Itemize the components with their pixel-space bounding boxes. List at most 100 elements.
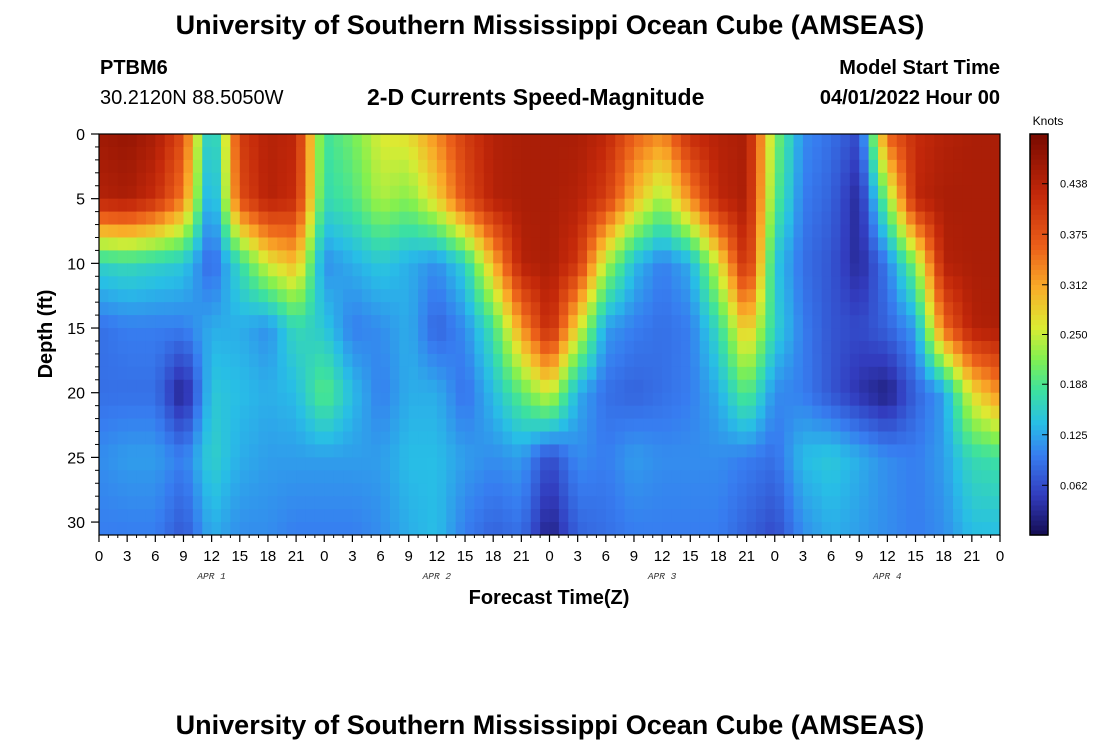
heatmap-cell [587, 340, 598, 355]
heatmap-cell [906, 159, 917, 174]
heatmap-cell [821, 315, 832, 329]
heatmap-cell [793, 496, 804, 510]
heatmap-cell [690, 237, 701, 252]
heatmap-cell [380, 470, 391, 484]
heatmap-cell [671, 405, 682, 420]
heatmap-cell [502, 470, 513, 484]
heatmap-cell [671, 470, 682, 484]
heatmap-cell [577, 302, 588, 316]
heatmap-cell [981, 457, 992, 471]
heatmap-cell [680, 172, 691, 187]
heatmap-cell [155, 470, 166, 484]
heatmap-cell [859, 366, 870, 381]
heatmap-cell [558, 457, 569, 471]
heatmap-cell [727, 366, 738, 381]
heatmap-cell [774, 392, 785, 407]
heatmap-cell [943, 276, 954, 290]
heatmap-cell [605, 185, 616, 200]
heatmap-cell [314, 198, 325, 213]
heatmap-cell [540, 224, 551, 239]
heatmap-cell [793, 134, 804, 148]
heatmap-cell [155, 289, 166, 303]
heatmap-cell [127, 276, 138, 290]
heatmap-cell [474, 379, 485, 394]
heatmap-cell [380, 496, 391, 510]
heatmap-cell [192, 276, 203, 290]
heatmap-cell [277, 146, 288, 161]
heatmap-cell [267, 263, 278, 277]
heatmap-cell [746, 263, 757, 277]
heatmap-cell [577, 392, 588, 407]
heatmap-cell [465, 250, 476, 264]
heatmap-cell [633, 263, 644, 277]
heatmap-cell [127, 431, 138, 446]
heatmap-cell [652, 470, 663, 484]
heatmap-cell [718, 431, 729, 446]
colorbar-band [1030, 504, 1048, 511]
heatmap-cell [868, 470, 879, 484]
heatmap-cell [746, 146, 757, 161]
heatmap-cell [483, 444, 494, 458]
heatmap-cell [934, 457, 945, 471]
heatmap-cell [221, 146, 231, 161]
heatmap-cell [981, 315, 992, 329]
colorbar-band [1030, 489, 1048, 496]
heatmap-cell [296, 276, 307, 290]
heatmap-cell [408, 263, 419, 277]
heatmap-cell [155, 224, 166, 239]
heatmap-cell [99, 353, 109, 368]
heatmap-cell [352, 198, 363, 213]
heatmap-cell [784, 315, 795, 329]
heatmap-cell [239, 302, 250, 316]
heatmap-cell [868, 134, 879, 148]
heatmap-cell [699, 134, 710, 148]
heatmap-cell [314, 405, 325, 420]
heatmap-cell [802, 134, 813, 148]
heatmap-cell [343, 340, 354, 355]
heatmap-cell [418, 444, 429, 458]
heatmap-cell [474, 185, 485, 200]
heatmap-cell [389, 315, 400, 329]
heatmap-cell [239, 198, 250, 213]
heatmap-cell [568, 237, 579, 252]
heatmap-cell [455, 444, 466, 458]
heatmap-cell [399, 211, 410, 226]
heatmap-cell [221, 224, 231, 239]
heatmap-cell [399, 302, 410, 316]
heatmap-cell [296, 263, 307, 277]
heatmap-cell [615, 496, 626, 510]
heatmap-cell [380, 302, 391, 316]
heatmap-cell [587, 328, 598, 342]
heatmap-cell [333, 483, 344, 497]
heatmap-cell [511, 496, 522, 510]
heatmap-cell [727, 496, 738, 510]
heatmap-cell [793, 315, 804, 329]
heatmap-cell [540, 457, 551, 471]
heatmap-cell [596, 134, 607, 148]
heatmap-cell [868, 224, 879, 239]
colorbar-band [1030, 339, 1048, 346]
heatmap-cell [915, 444, 926, 458]
heatmap-cell [446, 263, 457, 277]
heatmap-cell [99, 224, 109, 239]
heatmap-cell [474, 470, 485, 484]
heatmap-cell [493, 496, 504, 510]
heatmap-cell [108, 198, 119, 213]
heatmap-cell [277, 366, 288, 381]
heatmap-cell [483, 198, 494, 213]
heatmap-cell [145, 134, 156, 148]
heatmap-cell [746, 328, 757, 342]
heatmap-cell [577, 470, 588, 484]
heatmap-cell [718, 405, 729, 420]
heatmap-cell [802, 366, 813, 381]
heatmap-cell [174, 211, 185, 226]
colorbar-band [1030, 299, 1048, 306]
heatmap-cell [202, 146, 213, 161]
heatmap-cell [849, 392, 860, 407]
heatmap-cell [605, 159, 616, 174]
heatmap-cell [389, 146, 400, 161]
heatmap-cell [249, 392, 260, 407]
heatmap-cell [859, 250, 870, 264]
heatmap-cell [371, 224, 382, 239]
heatmap-cell [971, 289, 982, 303]
